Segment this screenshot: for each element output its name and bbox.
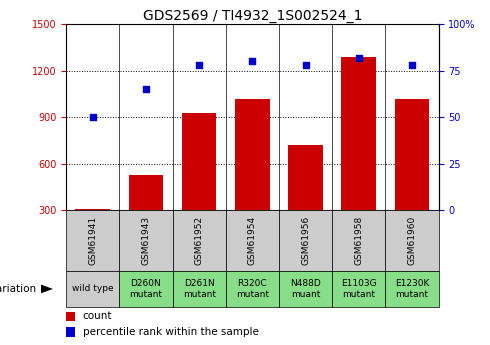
Point [408, 62, 416, 68]
Point [355, 55, 363, 60]
Bar [288, 145, 323, 210]
Text: GSM61943: GSM61943 [142, 216, 150, 265]
Title: GDS2569 / TI4932_1S002524_1: GDS2569 / TI4932_1S002524_1 [143, 9, 362, 23]
Bar [226, 210, 279, 271]
Bar [66, 312, 75, 321]
Text: GSM61958: GSM61958 [354, 216, 363, 265]
Text: GSM61941: GSM61941 [88, 216, 97, 265]
Point [89, 115, 97, 120]
Bar [120, 271, 172, 307]
Point [248, 59, 256, 64]
Text: N488D
muant: N488D muant [290, 279, 321, 299]
Bar [120, 210, 172, 271]
Text: wild type: wild type [72, 284, 114, 294]
Bar [66, 327, 75, 337]
Bar [235, 99, 270, 210]
Bar [66, 210, 120, 271]
Bar [172, 271, 226, 307]
Bar [66, 271, 120, 307]
Text: E1230K
mutant: E1230K mutant [395, 279, 429, 299]
Bar [279, 210, 332, 271]
Text: GSM61956: GSM61956 [301, 216, 310, 265]
Bar [129, 175, 163, 210]
Bar [342, 57, 376, 210]
Bar [385, 271, 439, 307]
Text: percentile rank within the sample: percentile rank within the sample [83, 327, 259, 337]
Bar [75, 209, 110, 210]
Point [195, 62, 203, 68]
Bar [332, 210, 385, 271]
Point [142, 87, 150, 92]
Bar [172, 210, 226, 271]
Bar [279, 271, 332, 307]
Bar [182, 112, 217, 210]
Polygon shape [41, 285, 53, 293]
Text: D260N
mutant: D260N mutant [129, 279, 163, 299]
Bar [394, 99, 429, 210]
Text: count: count [83, 312, 112, 321]
Point [302, 62, 310, 68]
Text: GSM61952: GSM61952 [195, 216, 204, 265]
Text: genotype/variation: genotype/variation [0, 284, 36, 294]
Text: R320C
mutant: R320C mutant [236, 279, 269, 299]
Text: GSM61954: GSM61954 [248, 216, 257, 265]
Bar [332, 271, 385, 307]
Text: D261N
mutant: D261N mutant [183, 279, 216, 299]
Bar [385, 210, 439, 271]
Text: GSM61960: GSM61960 [408, 216, 416, 265]
Bar [226, 271, 279, 307]
Text: E1103G
mutant: E1103G mutant [341, 279, 376, 299]
